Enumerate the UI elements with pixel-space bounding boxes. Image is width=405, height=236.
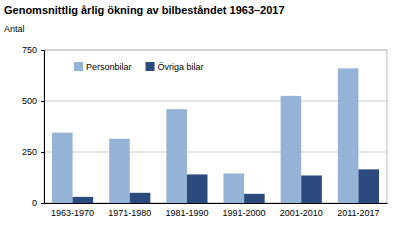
tick-label: 250: [22, 147, 37, 157]
legend-swatch: [146, 62, 155, 71]
tick-label: 1991-2000: [223, 208, 266, 218]
bar: [338, 68, 359, 203]
grid-line: [44, 152, 387, 153]
tick-mark: [41, 152, 44, 153]
legend-label: Personbilar: [86, 62, 132, 72]
tick-label: 750: [22, 45, 37, 55]
bar: [130, 193, 151, 203]
tick-label: 2011-2017: [337, 208, 379, 218]
bar: [52, 133, 73, 203]
tick: 1971-1980: [108, 203, 151, 218]
series: [52, 68, 358, 203]
tick: 1991-2000: [223, 203, 266, 218]
tick-label: 2001-2010: [280, 208, 323, 218]
axis-line: [45, 203, 388, 204]
bar: [301, 175, 322, 203]
bar: [244, 194, 265, 203]
legend-item: Personbilar: [74, 62, 132, 72]
bar: [73, 197, 94, 203]
tick: 0: [32, 198, 44, 208]
legend-label: Övriga bilar: [158, 62, 204, 72]
bars: [52, 68, 379, 203]
tick-label: 1981-1990: [165, 208, 208, 218]
y-axis: 0 250 500 750: [22, 45, 45, 208]
x-axis: 1963-1970 1971-1980 1981-1990 1991-2000 2001…: [45, 203, 388, 218]
bar: [358, 169, 379, 203]
bar: [187, 174, 208, 203]
title: Genomsnittlig årlig ökning av bilbestånd…: [4, 4, 285, 16]
tick-label: 500: [22, 96, 37, 106]
tick-mark: [41, 203, 44, 204]
bar: [281, 96, 302, 203]
legend: Personbilar Övriga bilar: [74, 62, 204, 72]
legend-item: Övriga bilar: [146, 62, 204, 72]
tick: 500: [22, 96, 44, 106]
bar: [166, 109, 187, 203]
tick-label: 1971-1980: [108, 208, 151, 218]
bar: [224, 173, 245, 203]
plot-frame: [44, 50, 387, 203]
tick: 750: [22, 45, 44, 55]
chart: Genomsnittlig årlig ökning av bilbestånd…: [0, 0, 405, 236]
tick-mark: [41, 50, 44, 51]
tick: 250: [22, 147, 44, 157]
y-axis-title: Antal: [4, 24, 25, 34]
grid: [44, 50, 387, 203]
axis-line: [41, 51, 45, 204]
grid-line: [44, 101, 387, 102]
tick-mark: [41, 101, 44, 102]
tick-label: 1963-1970: [51, 208, 94, 218]
tick-label: 0: [32, 198, 37, 208]
tick: 2001-2010: [280, 203, 323, 218]
legend-swatch: [74, 62, 83, 71]
tick: 1981-1990: [165, 203, 208, 218]
tick: 2011-2017: [337, 203, 379, 218]
plot: 0 250 500 750 1963-1970 1971-1980 1981-1990 199…: [22, 45, 388, 218]
series: [73, 169, 379, 203]
tick: 1963-1970: [51, 203, 94, 218]
bar: [109, 139, 130, 203]
